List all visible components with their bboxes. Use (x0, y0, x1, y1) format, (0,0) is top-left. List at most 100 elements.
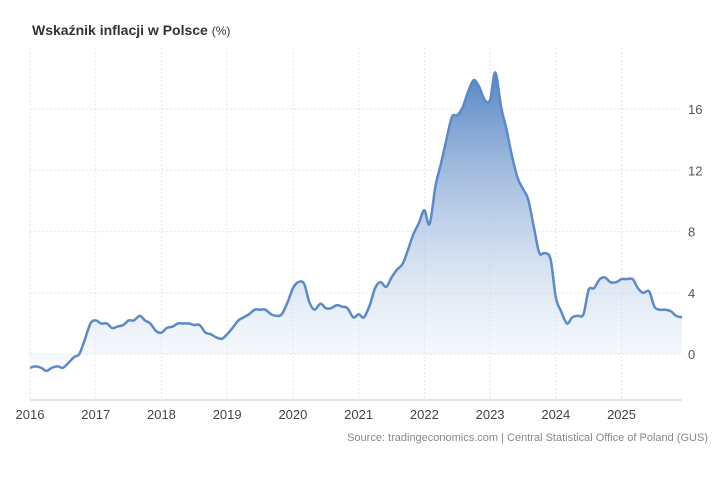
data-point (165, 326, 169, 330)
data-point (83, 338, 87, 342)
data-point (641, 291, 645, 295)
data-point (455, 113, 459, 117)
area-layer (29, 71, 684, 373)
data-point (148, 321, 152, 325)
data-point (384, 285, 388, 289)
data-point (368, 303, 372, 307)
data-point (121, 323, 125, 327)
data-point (406, 248, 410, 252)
x-tick-label: 2023 (476, 407, 505, 422)
data-point (115, 325, 119, 329)
data-point (286, 300, 290, 304)
data-point (543, 251, 547, 255)
data-point (56, 364, 60, 368)
data-point (581, 312, 585, 316)
data-point (171, 325, 175, 329)
data-point (209, 332, 213, 336)
data-point (450, 115, 454, 119)
data-point (608, 280, 612, 284)
data-point (258, 308, 262, 312)
data-point (647, 289, 651, 293)
y-tick-label: 0 (688, 347, 695, 362)
data-point (198, 323, 202, 327)
data-point (620, 277, 624, 281)
data-point (510, 153, 514, 157)
data-point (499, 106, 503, 110)
data-point (669, 309, 673, 313)
x-tick-label: 2020 (278, 407, 307, 422)
data-point (242, 315, 246, 319)
data-point (296, 280, 300, 284)
data-point (302, 282, 306, 286)
data-point (319, 302, 323, 306)
data-point (61, 366, 65, 370)
data-point (94, 318, 98, 322)
data-point (50, 366, 54, 370)
inflation-area (30, 72, 682, 371)
data-point (351, 315, 355, 319)
data-point (401, 262, 405, 266)
data-point (488, 98, 492, 102)
data-point (373, 286, 377, 290)
data-point (559, 309, 563, 313)
data-point (39, 366, 43, 370)
data-point (614, 280, 618, 284)
y-tick-label: 4 (688, 286, 695, 301)
data-point (631, 277, 635, 281)
data-point (247, 312, 251, 316)
x-tick-label: 2019 (213, 407, 242, 422)
inflation-line (29, 71, 683, 373)
data-point (181, 321, 185, 325)
data-point (345, 306, 349, 310)
data-point (143, 318, 147, 322)
x-tick-label: 2021 (344, 407, 373, 422)
data-point (554, 295, 558, 299)
data-point (280, 312, 284, 316)
data-point (236, 318, 240, 322)
data-point (220, 337, 224, 341)
data-point (307, 300, 311, 304)
data-point (269, 312, 273, 316)
data-point (592, 286, 596, 290)
data-point (537, 251, 541, 255)
data-point (526, 198, 530, 202)
x-tick-label: 2016 (16, 407, 45, 422)
data-point (625, 277, 629, 281)
data-point (395, 268, 399, 272)
x-tick-label: 2024 (541, 407, 570, 422)
data-point (466, 89, 470, 93)
data-point (88, 321, 92, 325)
data-point (127, 318, 131, 322)
data-point (313, 308, 317, 312)
x-tick-label: 2017 (81, 407, 110, 422)
x-tick-label: 2018 (147, 407, 176, 422)
data-point (570, 315, 574, 319)
data-point (159, 331, 163, 335)
data-point (532, 227, 536, 231)
data-point (472, 78, 476, 82)
data-point (33, 364, 37, 368)
y-tick-label: 16 (688, 102, 702, 117)
data-point (598, 277, 602, 281)
data-point (439, 162, 443, 166)
data-point (329, 306, 333, 310)
data-point (434, 184, 438, 188)
source-note: Source: tradingeconomics.com | Central S… (347, 432, 708, 444)
chart-unit: (%) (211, 24, 231, 38)
data-point (576, 314, 580, 318)
data-point (652, 305, 656, 309)
data-point (253, 308, 257, 312)
data-point (362, 315, 366, 319)
y-tick-label: 12 (688, 163, 702, 178)
data-point (110, 326, 114, 330)
chart-title-text: Wskaźnik inflacji w Polsce (32, 22, 208, 38)
data-point (680, 315, 684, 319)
data-point (674, 314, 678, 318)
data-point (72, 355, 76, 359)
data-point (636, 286, 640, 290)
x-tick-label: 2022 (410, 407, 439, 422)
data-point (389, 276, 393, 280)
chart-title: Wskaźnik inflacji w Polsce (%) (32, 22, 230, 38)
data-point (132, 318, 136, 322)
